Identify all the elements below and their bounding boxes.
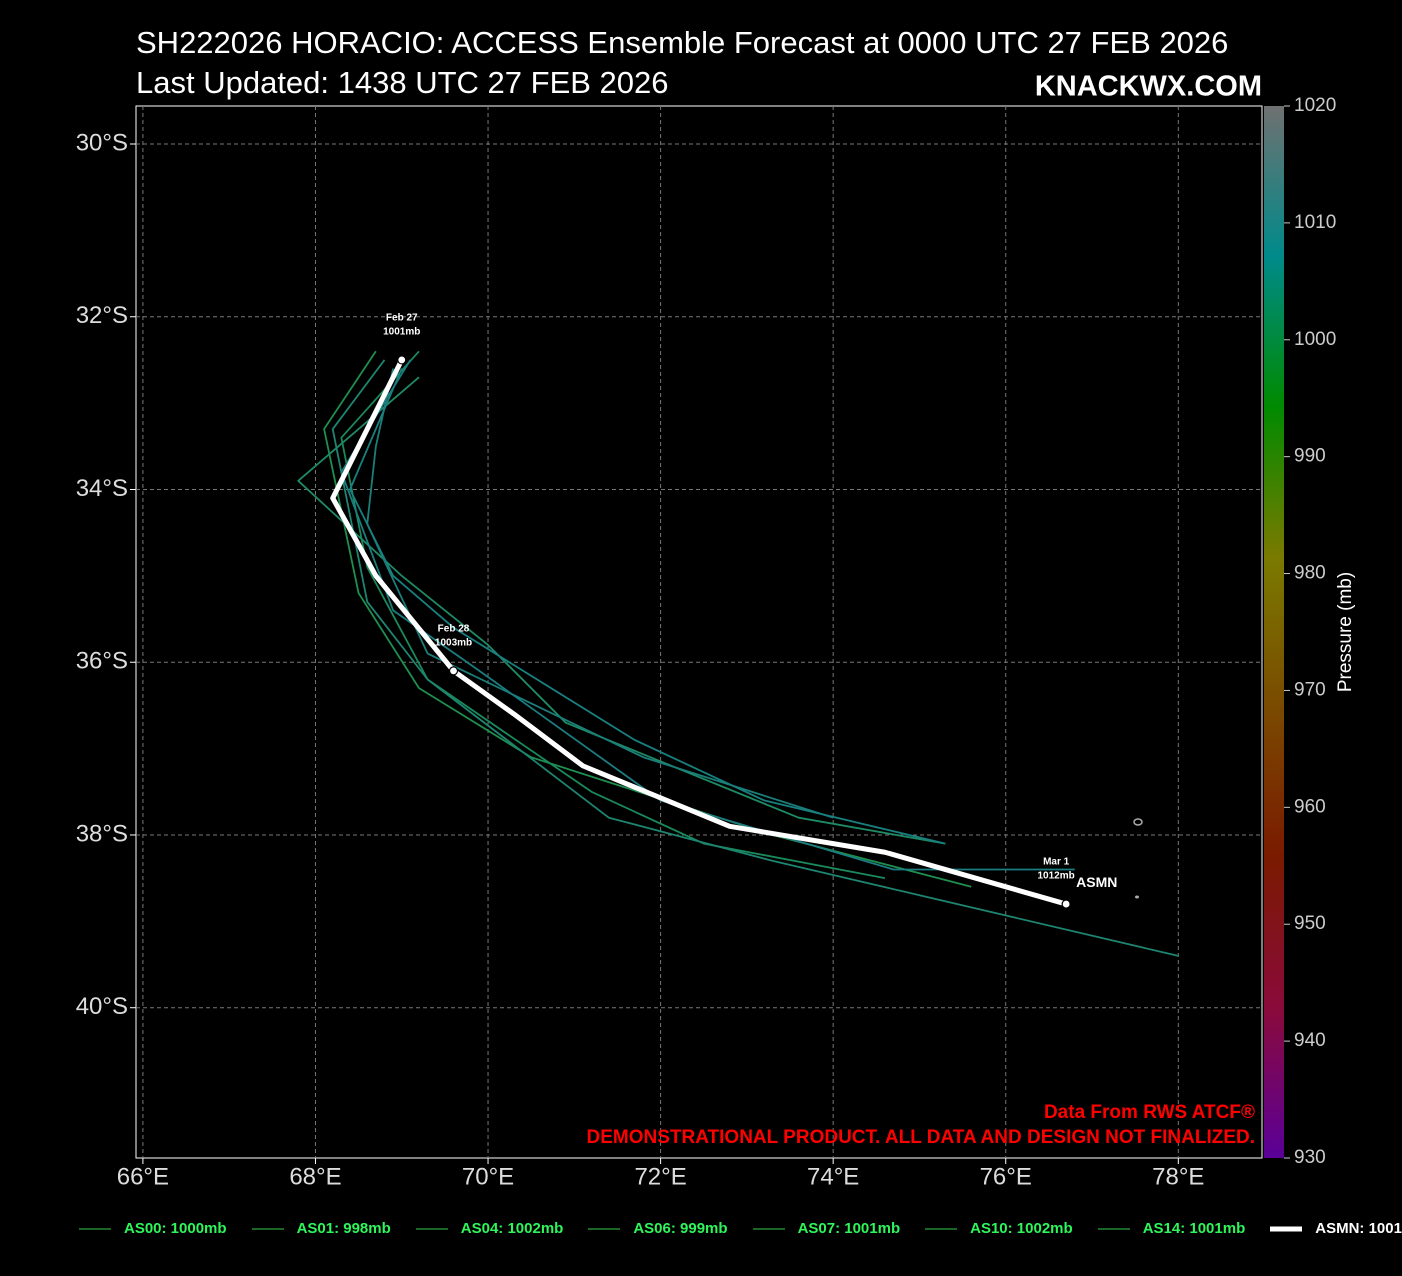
x-tick-label: 74°E xyxy=(807,1163,859,1190)
legend-label: AS10: 1002mb xyxy=(970,1220,1073,1237)
legend-swatch xyxy=(925,1227,958,1230)
colorbar-tick-label: 1010 xyxy=(1294,212,1336,233)
legend: AS00: 1000mb AS01: 998mb AS04: 1002mb AS06:… xyxy=(78,1220,1402,1237)
colorbar-tick-label: 930 xyxy=(1294,1147,1326,1168)
colorbar-label: Pressure (mb) xyxy=(1335,572,1356,692)
track-point xyxy=(448,666,459,676)
legend-label: AS04: 1002mb xyxy=(460,1220,564,1237)
point-label: Feb 27 xyxy=(386,313,418,324)
legend-item: AS14: 1001mb xyxy=(1097,1220,1246,1237)
point-label: Feb 28 xyxy=(438,624,470,635)
y-tick-label: 34°S xyxy=(76,475,128,502)
x-tick-label: 78°E xyxy=(1152,1163,1204,1190)
mean-track xyxy=(330,358,1067,907)
member-track xyxy=(331,359,1179,957)
point-label: 1012mb xyxy=(1038,871,1075,882)
colorbar-tick-label: 960 xyxy=(1294,796,1326,817)
colorbar-tick-label: 970 xyxy=(1294,679,1326,700)
island xyxy=(1135,895,1139,899)
chart-title: SH222026 HORACIO: ACCESS Ensemble Foreca… xyxy=(136,25,1228,60)
x-tick-label: 68°E xyxy=(289,1163,341,1190)
credit: DEMONSTRATIONAL PRODUCT. ALL DATA AND DE… xyxy=(587,1127,1256,1148)
colorbar-tick-label: 950 xyxy=(1294,913,1326,934)
colorbar xyxy=(1264,106,1284,1158)
colorbar-tick-label: 940 xyxy=(1294,1030,1326,1051)
legend-label: AS00: 1000mb xyxy=(124,1220,227,1237)
point-label: 1001mb xyxy=(383,327,420,338)
island xyxy=(1133,818,1143,826)
member-track xyxy=(340,359,1075,871)
legend-label: AS14: 1001mb xyxy=(1142,1220,1246,1237)
plot-layer: Feb 27 1001mb Feb 28 1003mb Mar 1 1012mb ASMN xyxy=(136,106,1262,1158)
track-point xyxy=(397,355,407,365)
legend-swatch xyxy=(1270,1226,1303,1231)
colorbar-tick-label: 1000 xyxy=(1294,329,1336,350)
colorbar-tick-label: 980 xyxy=(1294,563,1326,584)
legend-item: AS07: 1001mb xyxy=(752,1220,901,1237)
legend-item: AS06: 999mb xyxy=(587,1220,728,1237)
y-tick-label: 40°S xyxy=(76,993,128,1020)
legend-swatch xyxy=(415,1227,448,1230)
legend-item: AS01: 998mb xyxy=(251,1220,391,1237)
y-tick-label: 38°S xyxy=(76,820,128,847)
colorbar-tick-label: 1020 xyxy=(1294,95,1336,116)
x-tick-label: 70°E xyxy=(462,1163,514,1190)
legend-swatch xyxy=(1097,1227,1130,1230)
plot-area xyxy=(135,105,1263,1159)
x-tick-label: 76°E xyxy=(980,1163,1032,1190)
track-point xyxy=(1061,899,1071,909)
x-tick-label: 66°E xyxy=(117,1163,169,1190)
legend-item: AS04: 1002mb xyxy=(415,1220,564,1237)
chart-subtitle: Last Updated: 1438 UTC 27 FEB 2026 xyxy=(136,65,669,100)
watermark: KNACKWX.COM xyxy=(1035,71,1262,103)
legend-item: AS00: 1000mb xyxy=(78,1220,227,1237)
point-label: 1003mb xyxy=(435,638,472,649)
legend-swatch xyxy=(251,1227,284,1230)
member-track xyxy=(349,368,946,845)
legend-label: AS07: 1001mb xyxy=(797,1220,901,1237)
credit: Data From RWS ATCF® xyxy=(1044,1102,1255,1123)
legend-swatch xyxy=(79,1227,111,1230)
legend-swatch xyxy=(588,1227,621,1230)
legend-swatch xyxy=(752,1227,785,1230)
end-label: ASMN xyxy=(1076,874,1117,890)
member-track xyxy=(366,368,834,819)
member-track xyxy=(297,376,946,845)
legend-item: AS10: 1002mb xyxy=(924,1220,1073,1237)
legend-label: AS01: 998mb xyxy=(296,1220,391,1237)
legend-item: ASMN: 1001mb xyxy=(1269,1220,1402,1237)
y-tick-label: 32°S xyxy=(76,302,128,329)
x-tick-label: 72°E xyxy=(634,1163,686,1190)
legend-label: AS06: 999mb xyxy=(633,1220,728,1237)
legend-label: ASMN: 1001mb xyxy=(1315,1220,1402,1237)
y-tick-label: 30°S xyxy=(76,129,128,156)
colorbar-tick-label: 990 xyxy=(1294,446,1326,467)
point-label: Mar 1 xyxy=(1043,857,1070,868)
y-tick-label: 36°S xyxy=(76,648,128,675)
